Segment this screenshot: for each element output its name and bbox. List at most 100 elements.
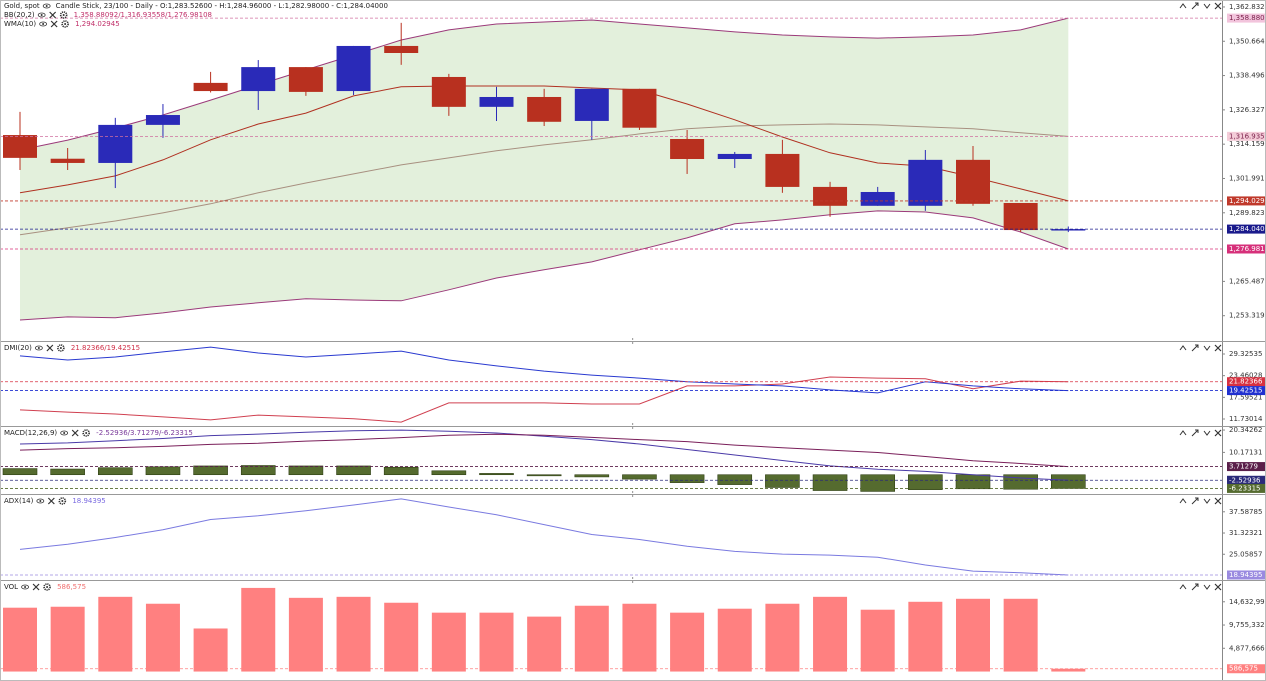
level-label-box <box>1227 131 1266 141</box>
y-tick-label: 1,326.32799 <box>1229 106 1266 114</box>
eye-shape <box>34 345 43 351</box>
panel-controls[interactable] <box>1179 497 1222 505</box>
y-tick-label: 1,265.48725 <box>1229 277 1266 285</box>
candle-body <box>670 138 705 160</box>
study-name: VOL <box>4 583 18 591</box>
indicator-line <box>19 433 1069 468</box>
move-down <box>1203 584 1211 590</box>
eye-icon[interactable] <box>37 12 46 18</box>
panel-controls[interactable] <box>1179 429 1222 437</box>
indicator-line <box>19 498 1069 576</box>
close-icon[interactable] <box>50 20 58 28</box>
gear-icon[interactable] <box>43 583 51 591</box>
eye-icon[interactable] <box>34 345 43 351</box>
volume-bar <box>860 609 895 672</box>
volume-bar <box>670 612 705 672</box>
gear-icon[interactable] <box>57 344 65 352</box>
resize-handle[interactable] <box>632 423 634 429</box>
resize-handle[interactable] <box>632 491 634 497</box>
histogram-bar <box>50 468 85 476</box>
level-label-box <box>1227 483 1266 493</box>
move-up <box>1179 584 1187 590</box>
y-tick-label: 14,632,999 <box>1229 598 1266 606</box>
chart-title: Gold, spot <box>4 2 40 10</box>
gear-icon[interactable] <box>61 20 69 28</box>
eye-icon[interactable] <box>36 498 45 504</box>
handle-dot <box>632 577 634 579</box>
volume-bar <box>765 603 800 672</box>
level-label: -2.52936 <box>1229 476 1261 484</box>
candle-body <box>1051 229 1086 231</box>
candle-body <box>431 76 466 107</box>
eye-icon[interactable] <box>42 3 51 9</box>
close-panel <box>1214 583 1222 591</box>
eye-pupil <box>63 432 66 434</box>
study-name: BB(20,2) <box>4 11 35 19</box>
histogram-bar <box>479 473 514 476</box>
study-value: -2.52936/3.71279/-6.23315 <box>96 429 193 437</box>
histogram-bar <box>145 466 181 476</box>
level-label-box <box>1227 196 1266 206</box>
close-icon[interactable] <box>49 11 57 19</box>
gear-shape <box>57 344 65 352</box>
candle-body <box>813 186 848 206</box>
resize-handle[interactable] <box>632 338 634 344</box>
panel-controls[interactable] <box>1179 583 1222 591</box>
level-label-box <box>1227 377 1266 387</box>
gear-icon[interactable] <box>59 11 68 19</box>
gear-icon[interactable] <box>82 429 90 437</box>
handle-dot <box>632 427 634 429</box>
move-down <box>1203 345 1211 351</box>
y-tick-label: 10.17131 <box>1229 448 1262 456</box>
histogram-bar <box>98 467 133 476</box>
eye-pupil <box>24 586 27 588</box>
gear-icon[interactable] <box>58 497 67 505</box>
histogram-bar <box>383 466 419 476</box>
close-icon[interactable] <box>47 497 55 505</box>
eye-shape <box>60 430 69 436</box>
close-icon[interactable] <box>71 429 79 437</box>
candle-body <box>574 88 609 121</box>
volume-bar <box>193 628 228 672</box>
candle-body <box>145 115 180 125</box>
study-value: 1,358.88092/1,316.93558/1,276.98108 <box>74 11 212 19</box>
volume-bar <box>527 616 562 672</box>
level-label: -6.23315 <box>1229 484 1260 492</box>
histogram-bar <box>526 474 562 477</box>
close-icon[interactable] <box>32 583 40 591</box>
resize-handle[interactable] <box>632 577 634 583</box>
y-tick-label: 9,755,332 <box>1229 621 1265 629</box>
handle-dot <box>632 491 634 493</box>
volume-bar <box>3 607 37 672</box>
study-name: WMA(10) <box>4 20 36 28</box>
candle-body <box>860 191 895 206</box>
maximize <box>1191 429 1199 437</box>
y-tick-label: 29.32535 <box>1229 350 1262 358</box>
panel-controls[interactable] <box>1179 2 1222 10</box>
gear-hub <box>46 586 49 588</box>
histogram-bar <box>1051 474 1086 489</box>
volume-bar <box>1003 598 1038 672</box>
candle-body <box>479 96 514 107</box>
eye-icon[interactable] <box>39 21 48 27</box>
gear-hub <box>85 432 88 434</box>
volume-bar <box>288 597 323 672</box>
close-icon[interactable] <box>46 344 54 352</box>
move-up <box>1179 345 1187 351</box>
eye-shape <box>37 12 46 18</box>
indicator-line <box>19 210 1069 321</box>
gear-hub <box>59 347 62 349</box>
y-tick-label: 1,314.15984 <box>1229 140 1266 148</box>
candle-body <box>50 158 85 163</box>
level-label: 586,575 <box>1229 665 1258 673</box>
panel-controls[interactable] <box>1179 344 1222 352</box>
gear-shape <box>58 497 67 505</box>
volume-bar <box>241 587 276 672</box>
eye-icon[interactable] <box>60 430 69 436</box>
study-value: 21.82366/19.42515 <box>71 344 140 352</box>
eye-icon[interactable] <box>21 584 29 590</box>
candle-body <box>527 96 562 122</box>
histogram-bar <box>240 465 276 476</box>
level-label-box <box>1227 13 1266 23</box>
